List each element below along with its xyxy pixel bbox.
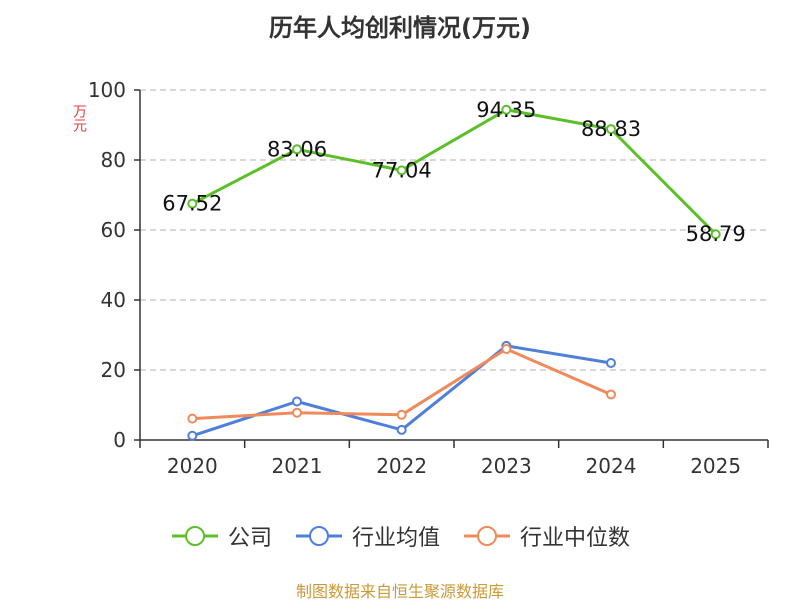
y-tick-label: 40 [101,288,126,312]
legend-item[interactable]: 行业中位数 [462,520,630,552]
legend-label: 行业均值 [351,526,440,551]
data-point [187,413,198,424]
data-point [710,229,721,240]
legend-label: 公司 [227,526,272,551]
legend-item[interactable]: 公司 [170,520,272,552]
data-point [501,104,512,115]
data-point [606,358,616,368]
data-label: 77.04 [372,158,432,182]
data-label: 94.35 [476,98,536,122]
data-point [396,165,407,176]
data-label: 83.06 [267,137,327,161]
y-axis-label: 万元 [71,104,87,132]
x-tick-label: 2025 [690,454,741,478]
data-label: 67.52 [162,192,222,216]
y-tick-label: 0 [113,428,126,452]
grid-lines [140,89,768,371]
data-point [501,344,512,354]
data-point [396,424,407,435]
data-point [292,396,302,407]
axes: 0 20 40 60 80 100 2020 2021 2022 2023 2024 2025 [88,78,769,478]
data-point [187,430,198,441]
x-tick-label: 2021 [272,454,323,478]
legend-marker-icon [464,526,510,546]
data-labels: 67.52 83.06 77.04 94.35 88.83 58.79 [162,98,745,246]
x-tick-label: 2024 [586,454,637,478]
legend-marker-icon [171,526,218,546]
legend-marker-icon [295,526,342,546]
legend-item[interactable]: 行业均值 [294,520,440,552]
x-tick-label: 2023 [481,454,532,478]
series-line [192,347,612,421]
data-point [292,407,302,418]
y-tick-label: 100 [88,78,126,102]
x-tick-label: 2022 [376,454,427,478]
series-line [191,108,717,236]
source-note: 制图数据来自恒生聚源数据库 [295,582,504,601]
data-point [396,409,407,420]
series-line [191,344,612,438]
data-point [606,389,616,400]
data-label: 88.83 [581,117,641,141]
x-tick-label: 2020 [167,454,218,478]
series-lines [187,104,721,441]
y-tick-label: 20 [101,358,126,382]
data-point [187,198,198,209]
data-point [606,124,616,135]
data-point [292,144,302,155]
chart-title: 历年人均创利情况(万元) [269,14,531,42]
data-label: 58.79 [686,222,746,246]
y-tick-label: 60 [101,218,126,242]
legend-label: 行业中位数 [520,526,631,551]
legend: 公司 行业均值 行业中位数 [0,520,800,552]
y-tick-label: 80 [101,148,126,172]
